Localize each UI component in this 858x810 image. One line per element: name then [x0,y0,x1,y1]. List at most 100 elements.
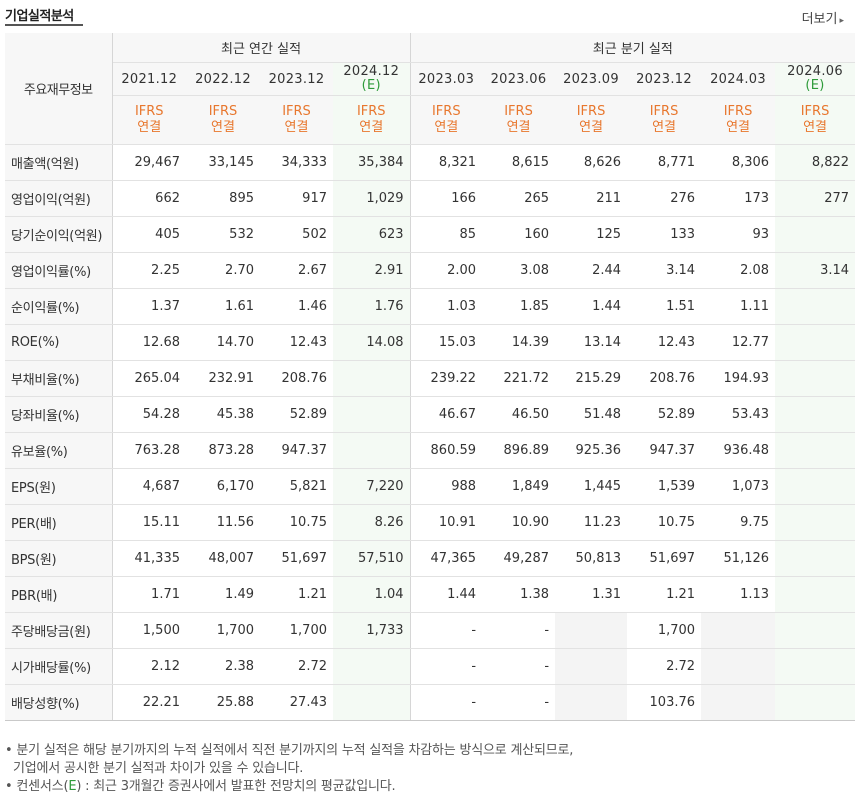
more-label: 더보기 [801,12,838,27]
table-cell: 52.89 [627,396,702,433]
footnote-1: • 분기 실적은 해당 분기까지의 누적 실적에서 직전 분기까지의 누적 실적… [5,743,574,758]
table-row: PBR(배) 1.71 1.49 1.21 1.04 1.44 1.38 1.31 1.21 1.… [5,576,856,613]
table-cell: 11.56 [186,504,260,541]
footnote-2-text: 기업에서 공시한 분기 실적과 차이가 있을 수 있습니다. [13,761,304,776]
table-cell: 15.03 [410,324,483,361]
table-cell: 10.75 [627,504,702,541]
table-cell: 1.46 [260,288,333,325]
table-cell: 49,287 [482,540,556,577]
table-cell [775,396,856,433]
table-cell [775,648,856,685]
period-header: 2023.12 [627,62,702,96]
table-cell: 988 [410,468,483,505]
table-cell: 1.51 [627,288,702,325]
table-row: 주당배당금(원) 1,500 1,700 1,700 1,733- -1,700 [5,612,856,649]
period-header: 2023.06 [482,62,556,96]
table-cell: 1,500 [112,612,186,649]
table-cell: 14.08 [333,324,411,361]
table-row: 영업이익(억원) 662 895 917 1,029 166 265 211 276 173 277 [5,180,856,217]
basis-label: 연결 [359,120,384,135]
table-cell: 12.43 [260,324,333,361]
period-header: 2023.09 [555,62,628,96]
table-cell: 15.11 [112,504,186,541]
table-cell [775,684,856,721]
table-cell: 194.93 [701,360,776,397]
more-link[interactable]: 더보기 ▸ [802,8,844,27]
table-cell: 763.28 [112,432,186,469]
period-header: 2023.12 [260,62,333,96]
footnote-2: • 컨센서스(E) : 최근 3개월간 증권사에서 발표한 전망치의 평균값입니… [5,779,396,794]
section-title: 기업실적분석 [5,9,74,24]
row-label: PER(배) [5,504,113,541]
table-cell: 54.28 [112,396,186,433]
table-cell: 221.72 [482,360,556,397]
table-cell: 936.48 [701,432,776,469]
table-cell: 1.11 [701,288,776,325]
table-cell: 22.21 [112,684,186,721]
table-cell [333,360,411,397]
period-date: 2024.03 [710,71,766,87]
basis-label: 연결 [803,120,827,135]
row-label: EPS(원) [5,468,113,505]
table-cell: 1,700 [627,612,702,649]
row-label: 당좌비율(%) [5,396,113,433]
footnote-3-suffix: ) : 최근 3개월간 증권사에서 발표한 전망치의 평균값입니다. [76,779,396,794]
table-row: 부채비율(%) 265.04 232.91 208.76 239.22 221.72 215… [5,360,856,397]
table-row: 유보율(%) 763.28 873.28 947.37 860.59 896.89 925.… [5,432,856,469]
table-cell: 1.61 [186,288,260,325]
period-date: 2024.06 [787,64,843,79]
table-cell: 34,333 [260,144,333,181]
table-cell: 896.89 [482,432,556,469]
table-cell: 532 [186,216,260,253]
ifrs-header: IFRS 연결 [555,95,628,145]
table-cell: 8,306 [701,144,776,181]
table-cell: 46.50 [482,396,556,433]
table-cell: 85 [410,216,483,253]
table-cell: 12.77 [701,324,776,361]
table-cell: 50,813 [555,540,628,577]
ifrs-header: IFRS 연결 [410,95,483,145]
table-cell: 52.89 [260,396,333,433]
footnote-3-e: E [68,779,77,794]
table-cell: 947.37 [627,432,702,469]
table-cell: 41,335 [112,540,186,577]
table-cell: 211 [555,180,628,217]
table-cell: 265.04 [112,360,186,397]
table-cell: 2.44 [555,252,628,289]
table-cell: 1,849 [482,468,556,505]
period-header: 2024.06 (E) [775,62,856,96]
table-cell: 14.39 [482,324,556,361]
table-cell: 53.43 [701,396,776,433]
table-cell: 160 [482,216,556,253]
table-cell: 215.29 [555,360,628,397]
table-cell: 1,539 [627,468,702,505]
table-cell: 1.03 [410,288,483,325]
table-cell: 1,700 [186,612,260,649]
table-cell: 3.08 [482,252,556,289]
table-cell: 51,697 [260,540,333,577]
basis-label: 연결 [137,120,162,135]
table-cell: 133 [627,216,702,253]
table-cell: 10.90 [482,504,556,541]
table-cell: 3.14 [627,252,702,289]
table-cell: 1.71 [112,576,186,613]
ifrs-header: IFRS 연결 [112,95,186,145]
basis-label: 연결 [726,120,750,135]
ifrs-label: IFRS [282,104,311,119]
ifrs-header: IFRS 연결 [186,95,260,145]
table-cell: 8.26 [333,504,411,541]
table-cell: 1,029 [333,180,411,217]
table-cell [555,684,628,721]
table-cell: 1.85 [482,288,556,325]
table-cell [333,684,411,721]
row-label: BPS(원) [5,540,113,577]
table-cell: 57,510 [333,540,411,577]
ifrs-header: IFRS 연결 [260,95,333,145]
table-cell: 502 [260,216,333,253]
table-cell: 45.38 [186,396,260,433]
row-label: 유보율(%) [5,432,113,469]
table-cell: 10.91 [410,504,483,541]
table-cell: 1.76 [333,288,411,325]
category-header: 주요재무정보 [5,33,113,145]
ifrs-label: IFRS [649,104,679,119]
